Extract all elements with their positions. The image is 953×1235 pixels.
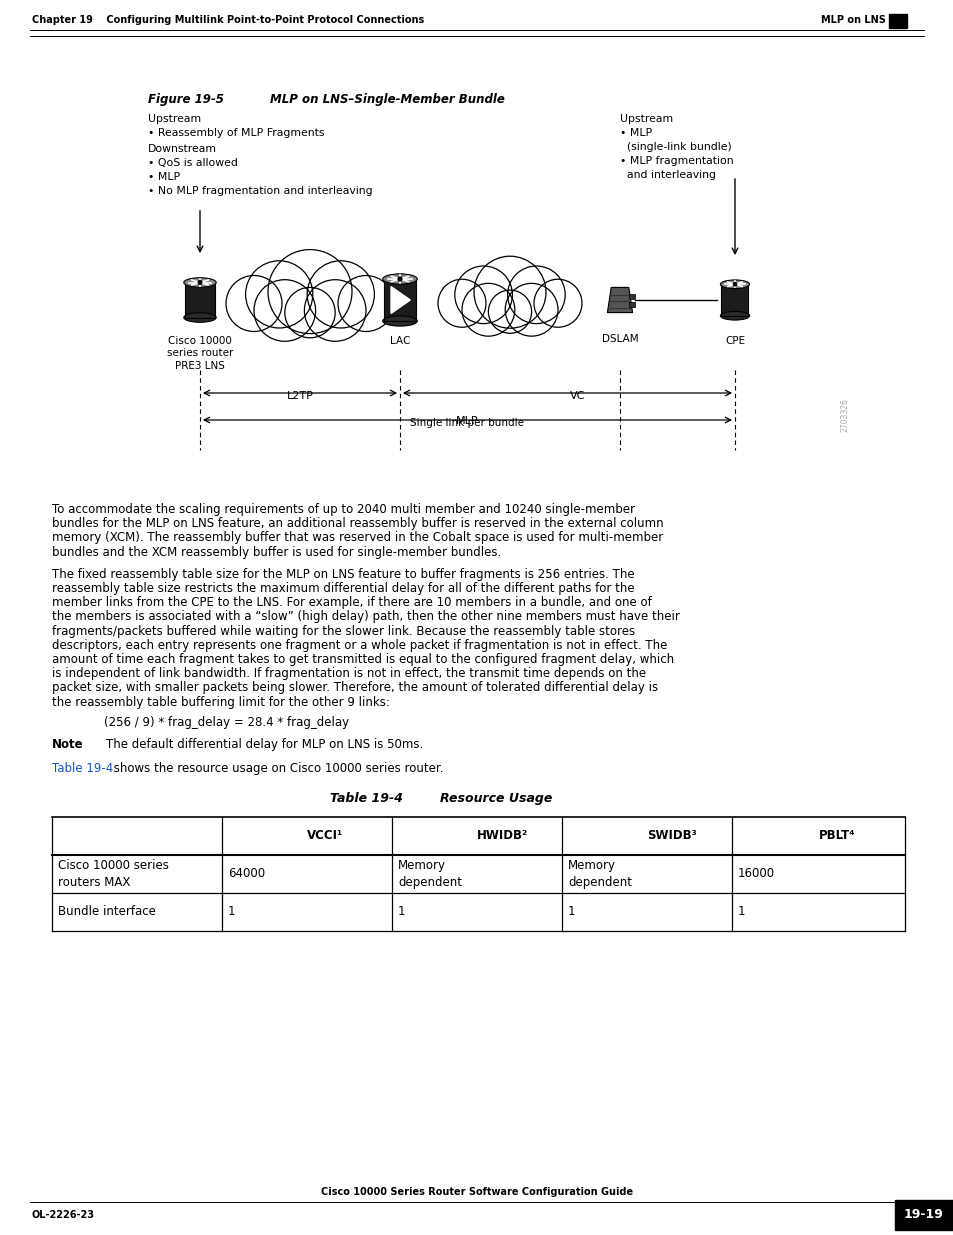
Bar [720, 284, 748, 316]
Circle shape [505, 283, 558, 336]
Text: memory (XCM). The reassembly buffer that was reserved in the Cobalt space is use: memory (XCM). The reassembly buffer that… [52, 531, 662, 545]
Bar [894, 1200, 953, 1230]
Text: Figure 19-5: Figure 19-5 [148, 93, 224, 106]
Text: member links from the CPE to the LNS. For example, if there are 10 members in a : member links from the CPE to the LNS. Fo… [52, 597, 651, 609]
Text: Upstream: Upstream [148, 114, 201, 124]
Text: 1: 1 [228, 905, 235, 918]
Text: SWIDB³: SWIDB³ [646, 829, 696, 842]
Circle shape [307, 261, 374, 329]
Text: Chapter 19    Configuring Multilink Point-to-Point Protocol Connections: Chapter 19 Configuring Multilink Point-t… [32, 15, 424, 25]
Circle shape [304, 279, 366, 341]
Circle shape [461, 283, 515, 336]
Text: Cisco 10000
series router
PRE3 LNS: Cisco 10000 series router PRE3 LNS [167, 336, 233, 370]
Text: OL-2226-23: OL-2226-23 [32, 1210, 95, 1220]
Ellipse shape [382, 274, 416, 284]
Text: Upstream: Upstream [619, 114, 673, 124]
Text: the members is associated with a “slow” (high delay) path, then the other nine m: the members is associated with a “slow” … [52, 610, 679, 624]
Text: reassembly table size restricts the maximum differential delay for all of the di: reassembly table size restricts the maxi… [52, 582, 634, 595]
Text: MLP: MLP [456, 416, 478, 426]
Text: 2703326: 2703326 [840, 398, 848, 432]
Text: The fixed reassembly table size for the MLP on LNS feature to buffer fragments i: The fixed reassembly table size for the … [52, 568, 634, 580]
Circle shape [337, 275, 394, 331]
Text: Table 19-4: Table 19-4 [330, 793, 402, 805]
Text: 1: 1 [738, 905, 744, 918]
Text: • No MLP fragmentation and interleaving: • No MLP fragmentation and interleaving [148, 186, 373, 196]
Ellipse shape [184, 278, 216, 288]
Circle shape [226, 275, 282, 331]
Text: The default differential delay for MLP on LNS is 50ms.: The default differential delay for MLP o… [106, 739, 423, 751]
Circle shape [285, 288, 335, 338]
Text: amount of time each fragment takes to get transmitted is equal to the configured: amount of time each fragment takes to ge… [52, 653, 674, 666]
Text: Downstream: Downstream [148, 144, 216, 154]
Text: 19-19: 19-19 [903, 1209, 943, 1221]
Text: bundles for the MLP on LNS feature, an additional reassembly buffer is reserved : bundles for the MLP on LNS feature, an a… [52, 517, 663, 530]
Text: CPE: CPE [724, 336, 744, 346]
Text: VC: VC [569, 391, 584, 401]
Text: PBLT⁴: PBLT⁴ [818, 829, 854, 842]
Text: Bundle interface: Bundle interface [58, 905, 155, 918]
Circle shape [198, 280, 202, 284]
Text: 16000: 16000 [738, 867, 774, 881]
Bar [888, 14, 906, 28]
Bar [185, 283, 214, 317]
Text: LAC: LAC [390, 336, 410, 346]
Text: • MLP: • MLP [619, 128, 652, 138]
Polygon shape [391, 287, 410, 314]
Text: MLP on LNS: MLP on LNS [821, 15, 885, 25]
Text: and interleaving: and interleaving [619, 170, 716, 180]
Text: packet size, with smaller packets being slower. Therefore, the amount of tolerat: packet size, with smaller packets being … [52, 682, 658, 694]
Text: (single-link bundle): (single-link bundle) [619, 142, 731, 152]
Bar [185, 283, 214, 317]
Polygon shape [607, 288, 632, 312]
Circle shape [245, 261, 313, 329]
Text: Cisco 10000 series
routers MAX: Cisco 10000 series routers MAX [58, 858, 169, 889]
Text: • MLP: • MLP [148, 172, 180, 182]
Bar [628, 301, 634, 306]
Text: Memory
dependent: Memory dependent [397, 858, 461, 889]
Circle shape [488, 290, 531, 333]
Text: is independent of link bandwidth. If fragmentation is not in effect, the transmi: is independent of link bandwidth. If fra… [52, 667, 645, 680]
Circle shape [733, 283, 736, 285]
Text: (256 / 9) * frag_delay = 28.4 * frag_delay: (256 / 9) * frag_delay = 28.4 * frag_del… [104, 716, 349, 729]
Text: MLP on LNS–Single-Member Bundle: MLP on LNS–Single-Member Bundle [270, 93, 504, 106]
Circle shape [534, 279, 581, 327]
Circle shape [455, 266, 512, 324]
Text: the reassembly table buffering limit for the other 9 links:: the reassembly table buffering limit for… [52, 695, 390, 709]
Circle shape [397, 277, 401, 280]
Circle shape [268, 249, 352, 333]
Circle shape [474, 256, 545, 329]
Text: L2TP: L2TP [286, 391, 314, 401]
Text: Table 19-4: Table 19-4 [52, 762, 113, 776]
Circle shape [253, 279, 315, 341]
Text: descriptors, each entry represents one fragment or a whole packet if fragmentati: descriptors, each entry represents one f… [52, 638, 667, 652]
Ellipse shape [382, 316, 416, 326]
Text: bundles and the XCM reassembly buffer is used for single-member bundles.: bundles and the XCM reassembly buffer is… [52, 546, 500, 558]
Ellipse shape [184, 312, 216, 322]
Text: • MLP fragmentation: • MLP fragmentation [619, 156, 733, 165]
Text: DSLAM: DSLAM [601, 333, 638, 345]
Text: Single link per bundle: Single link per bundle [410, 417, 524, 429]
Text: Resource Usage: Resource Usage [439, 793, 552, 805]
Bar [384, 279, 416, 321]
Text: HWIDB²: HWIDB² [476, 829, 528, 842]
Ellipse shape [720, 311, 749, 320]
Text: Memory
dependent: Memory dependent [567, 858, 631, 889]
Text: Cisco 10000 Series Router Software Configuration Guide: Cisco 10000 Series Router Software Confi… [320, 1187, 633, 1197]
Text: Note: Note [52, 739, 84, 751]
Text: 1: 1 [397, 905, 405, 918]
Text: 1: 1 [567, 905, 575, 918]
Text: To accommodate the scaling requirements of up to 2040 multi member and 10240 sin: To accommodate the scaling requirements … [52, 503, 635, 516]
Bar [628, 294, 634, 299]
Bar [720, 284, 748, 316]
Text: shows the resource usage on Cisco 10000 series router.: shows the resource usage on Cisco 10000 … [110, 762, 443, 776]
Bar [384, 279, 416, 321]
Text: • QoS is allowed: • QoS is allowed [148, 158, 237, 168]
Text: VCCI¹: VCCI¹ [307, 829, 343, 842]
Circle shape [507, 266, 564, 324]
Text: fragments/packets buffered while waiting for the slower link. Because the reasse: fragments/packets buffered while waiting… [52, 625, 635, 637]
Circle shape [437, 279, 485, 327]
Text: • Reassembly of MLP Fragments: • Reassembly of MLP Fragments [148, 128, 324, 138]
Ellipse shape [720, 280, 749, 289]
Text: 64000: 64000 [228, 867, 265, 881]
